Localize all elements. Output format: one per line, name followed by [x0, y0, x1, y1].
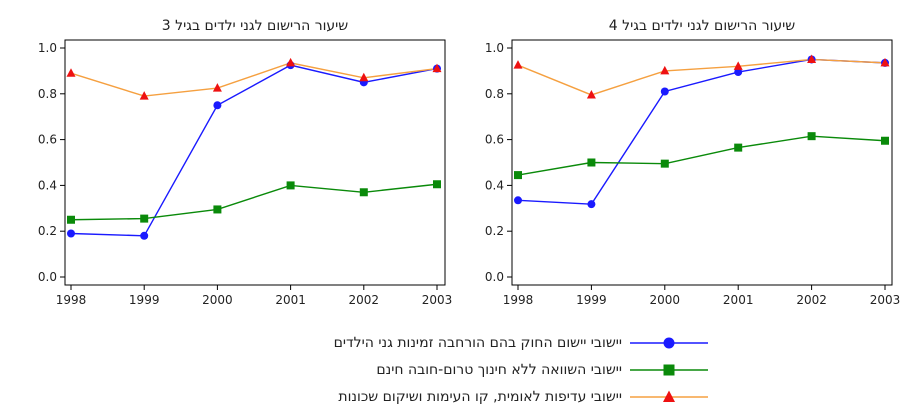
series-line-3: [517, 58, 886, 96]
data-point-square: [140, 214, 149, 223]
data-point-triangle: [66, 68, 76, 77]
legend-item-priority-localities: יישובי עדיפות לאומית, קו העימות ושיקום ש…: [338, 386, 710, 408]
legend-label: יישובי יישום החוק בהם הורחבה זמינות גני …: [333, 335, 622, 351]
legend-item-comparison-localities: יישובי השוואה ללא חינוך טרום-חובה חינם: [376, 359, 710, 381]
data-point-square: [359, 188, 368, 197]
legend: יישובי יישום החוק בהם הורחבה זמינות גני …: [200, 332, 710, 414]
y-tick-label: 0.0: [38, 270, 57, 284]
legend-item-law-localities: יישובי יישום החוק בהם הורחבה זמינות גני …: [334, 332, 710, 354]
x-tick-label: 2000: [202, 293, 233, 307]
data-point-triangle: [212, 83, 222, 92]
x-tick-label: 2003: [422, 293, 453, 307]
data-point-triangle: [139, 91, 149, 100]
y-tick-label: 0.8: [485, 87, 504, 101]
data-point-triangle: [286, 57, 296, 67]
data-point-square: [514, 171, 522, 180]
x-tick-label: 1998: [56, 293, 87, 307]
y-tick-label: 0.4: [485, 178, 504, 192]
x-tick-label: 2002: [349, 293, 380, 307]
data-point-triangle: [807, 54, 817, 63]
chart-panel-1: שיעור הרישום לגני ילדים בגיל 3 0.0 0.2 0.4 0…: [38, 18, 452, 307]
data-point-circle: [587, 200, 596, 209]
chart-title: שיעור הרישום לגני ילדים בגיל 4: [609, 18, 796, 34]
y-tick-label: 0.2: [485, 224, 504, 238]
legend-symbol-circle: [630, 337, 708, 349]
x-tick-label: 2002: [796, 293, 827, 307]
data-point-square: [67, 215, 75, 224]
legend-label: יישובי השוואה ללא חינוך טרום-חובה חינם: [376, 362, 622, 378]
data-point-square: [286, 181, 295, 190]
y-tick-label: 0.2: [38, 224, 57, 238]
y-tick-label: 1.0: [485, 41, 504, 55]
series-line-2: [517, 135, 886, 176]
y-tick-label: 0.8: [38, 87, 57, 101]
data-point-triangle: [586, 89, 596, 99]
y-tick-label: 1.0: [38, 41, 57, 55]
plot-frame: [511, 39, 893, 286]
legend-label: יישובי עדיפות לאומית, קו העימות ושיקום ש…: [338, 389, 622, 405]
data-point-square: [807, 132, 816, 141]
triangle-marker-icon: [663, 390, 675, 402]
legend-symbol-triangle: [630, 390, 708, 402]
x-tick-label: 2001: [723, 293, 754, 307]
data-point-square: [660, 159, 669, 168]
chart-title: שיעור הרישום לגני ילדים בגיל 3: [162, 18, 349, 34]
plot-frame: [64, 39, 446, 286]
data-point-circle: [67, 229, 75, 238]
y-tick-label: 0.4: [38, 178, 57, 192]
data-point-square: [213, 205, 222, 214]
y-tick-label: 0.6: [38, 133, 57, 147]
data-point-circle: [140, 231, 149, 240]
x-tick-label: 1999: [129, 293, 160, 307]
circle-marker-icon: [663, 337, 675, 349]
series-line-1: [517, 58, 886, 205]
data-point-triangle: [513, 60, 523, 69]
data-point-triangle: [880, 57, 890, 67]
legend-symbol-square: [630, 364, 708, 376]
y-tick-label: 0.0: [485, 270, 504, 284]
data-point-circle: [213, 101, 222, 110]
data-point-circle: [514, 196, 522, 205]
x-tick-label: 2000: [650, 293, 681, 307]
x-tick-label: 1998: [503, 293, 534, 307]
data-point-triangle: [432, 63, 442, 73]
data-point-square: [587, 158, 596, 167]
series-line-2: [70, 183, 438, 221]
data-point-triangle: [359, 72, 369, 82]
series-line-1: [70, 64, 438, 237]
data-point-square: [433, 180, 441, 189]
data-point-circle: [660, 87, 669, 96]
data-point-triangle: [660, 65, 670, 75]
square-marker-icon: [663, 364, 675, 376]
series-line-3: [70, 62, 438, 97]
chart-panel-2: שיעור הרישום לגני ילדים בגיל 4 0.0 0.2 0.4 0…: [485, 18, 900, 307]
y-tick-label: 0.6: [485, 133, 504, 147]
charts-area: שיעור הרישום לגני ילדים בגיל 3 0.0 0.2 0.4 0…: [38, 18, 900, 307]
data-point-square: [881, 136, 889, 145]
x-tick-label: 2003: [870, 293, 901, 307]
x-tick-label: 2001: [275, 293, 306, 307]
data-point-circle: [734, 68, 743, 77]
x-tick-label: 1999: [576, 293, 607, 307]
data-point-square: [734, 143, 743, 152]
data-point-triangle: [733, 61, 743, 70]
